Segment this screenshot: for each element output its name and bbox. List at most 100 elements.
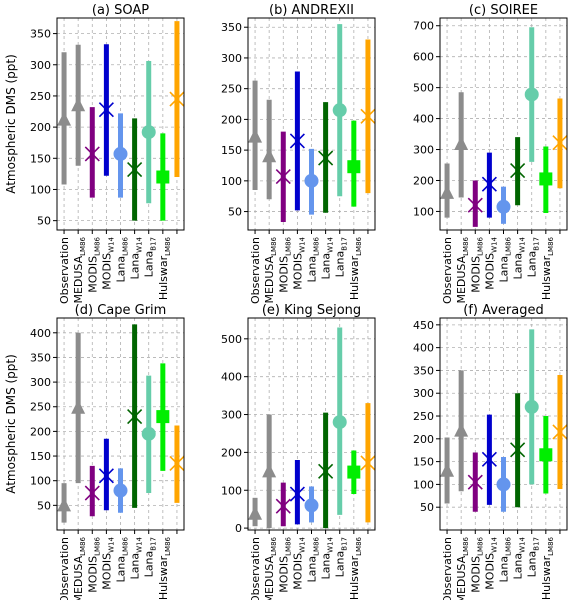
x-tick-label: LanaLM86 (115, 236, 130, 282)
mean-marker (262, 463, 277, 478)
y-tick-label: 500 (221, 333, 242, 346)
mean-marker (98, 468, 114, 484)
mean-marker (304, 498, 319, 513)
mean-marker (156, 170, 170, 184)
x-tick-label: MODISW14 (100, 236, 115, 289)
y-tick-label: 250 (30, 90, 51, 103)
x-tick-label: MEDUSALM86 (263, 536, 278, 600)
x-tick-label: MODISW14 (291, 536, 306, 589)
y-tick-label: 300 (221, 409, 242, 422)
mean-marker (552, 424, 568, 440)
x-tick-label: Observation (58, 237, 71, 304)
mean-marker (524, 399, 539, 414)
mean-marker (57, 111, 72, 126)
y-tick-label: 150 (30, 152, 51, 165)
x-tick-label: MEDUSALM86 (263, 236, 278, 303)
y-tick-label: 500 (413, 82, 434, 95)
chart-panel: (a) SOAP Atmospheric DMS (ppt) 50 100 150 200… (4, 3, 185, 304)
y-tick-label: 300 (30, 59, 51, 72)
x-tick-label: MODISW14 (483, 236, 498, 289)
x-tick-label: HulswarLM86 (157, 536, 172, 600)
x-tick-label: HulswarLM86 (348, 536, 363, 600)
mean-marker (332, 103, 347, 118)
x-tick-label: LanaW14 (512, 536, 527, 579)
mean-marker (552, 135, 568, 151)
y-tick-label: 100 (413, 478, 434, 491)
mean-marker (332, 415, 347, 430)
mean-marker (510, 442, 526, 458)
mean-marker (467, 197, 483, 213)
y-tick-label: 0 (235, 522, 242, 535)
x-tick-label: MODISLM86 (469, 236, 484, 292)
panel-title: (d) Cape Grim (75, 303, 167, 318)
x-tick-label: LanaW14 (512, 236, 527, 279)
y-tick-label: 100 (221, 175, 242, 188)
y-tick-label: 100 (30, 475, 51, 488)
mean-marker (360, 455, 376, 471)
x-tick-label: HulswarLM86 (540, 236, 555, 300)
mean-marker (156, 410, 170, 424)
x-tick-label: LanaB17 (526, 537, 541, 577)
panel-title: (f) Averaged (463, 303, 544, 318)
mean-marker (71, 399, 86, 414)
mean-marker (248, 505, 263, 520)
y-tick-label: 300 (413, 387, 434, 400)
x-tick-label: MODISLM86 (469, 536, 484, 592)
mean-marker (169, 455, 185, 472)
mean-marker (304, 173, 319, 188)
y-tick-label: 400 (413, 342, 434, 355)
y-tick-label: 200 (30, 121, 51, 134)
mean-marker (481, 176, 497, 192)
x-tick-label: LanaW14 (129, 236, 144, 279)
y-tick-label: 400 (413, 113, 434, 126)
mean-marker (440, 184, 455, 199)
y-tick-label: 200 (221, 446, 242, 459)
mean-marker (454, 135, 469, 150)
mean-marker (289, 133, 305, 149)
mean-marker (524, 87, 539, 102)
x-tick-label: Observation (249, 537, 262, 600)
mean-marker (496, 477, 511, 492)
mean-marker (262, 148, 277, 163)
x-tick-label: Observation (441, 237, 454, 304)
x-tick-label: LanaB17 (526, 237, 541, 277)
mean-marker (467, 474, 483, 490)
x-tick-label: LanaB17 (334, 237, 349, 277)
x-tick-label: LanaW14 (320, 236, 335, 279)
chart-panel: (c) SOIREE 100 200 300 400 500 600 700 Observati… (413, 3, 568, 304)
y-tick-label: 200 (413, 433, 434, 446)
mean-marker (275, 498, 291, 514)
x-tick-label: MODISW14 (291, 236, 306, 289)
x-tick-label: LanaLM86 (115, 536, 130, 582)
x-tick-label: LanaLM86 (306, 536, 321, 582)
y-tick-label: 400 (30, 327, 51, 340)
x-tick-label: MEDUSALM86 (72, 536, 87, 600)
y-tick-label: 200 (221, 113, 242, 126)
mean-marker (141, 426, 156, 441)
y-tick-label: 50 (37, 215, 51, 228)
x-tick-label: MODISLM86 (277, 236, 292, 292)
y-tick-label: 350 (30, 28, 51, 41)
chart-panel: (e) King Sejong 0 100 200 300 400 500 Observati… (221, 303, 376, 600)
y-tick-label: 400 (221, 371, 242, 384)
y-tick-label: 700 (413, 20, 434, 33)
x-tick-label: MODISLM86 (277, 536, 292, 592)
x-tick-label: LanaLM86 (498, 536, 513, 582)
mean-marker (248, 128, 263, 143)
panel-title: (b) ANDREXII (269, 3, 354, 18)
y-tick-label: 100 (221, 484, 242, 497)
y-tick-label: 300 (413, 144, 434, 157)
y-tick-label: 150 (30, 450, 51, 463)
x-tick-label: MODISLM86 (86, 536, 101, 592)
mean-marker (84, 485, 100, 501)
mean-marker (454, 422, 469, 437)
mean-marker (84, 146, 100, 162)
x-tick-label: Observation (441, 537, 454, 600)
panel-title: (e) King Sejong (262, 303, 361, 318)
y-tick-label: 100 (30, 183, 51, 196)
y-tick-label: 100 (413, 205, 434, 218)
x-tick-label: LanaB17 (143, 237, 158, 277)
mean-marker (57, 497, 72, 512)
mean-marker (360, 108, 376, 124)
